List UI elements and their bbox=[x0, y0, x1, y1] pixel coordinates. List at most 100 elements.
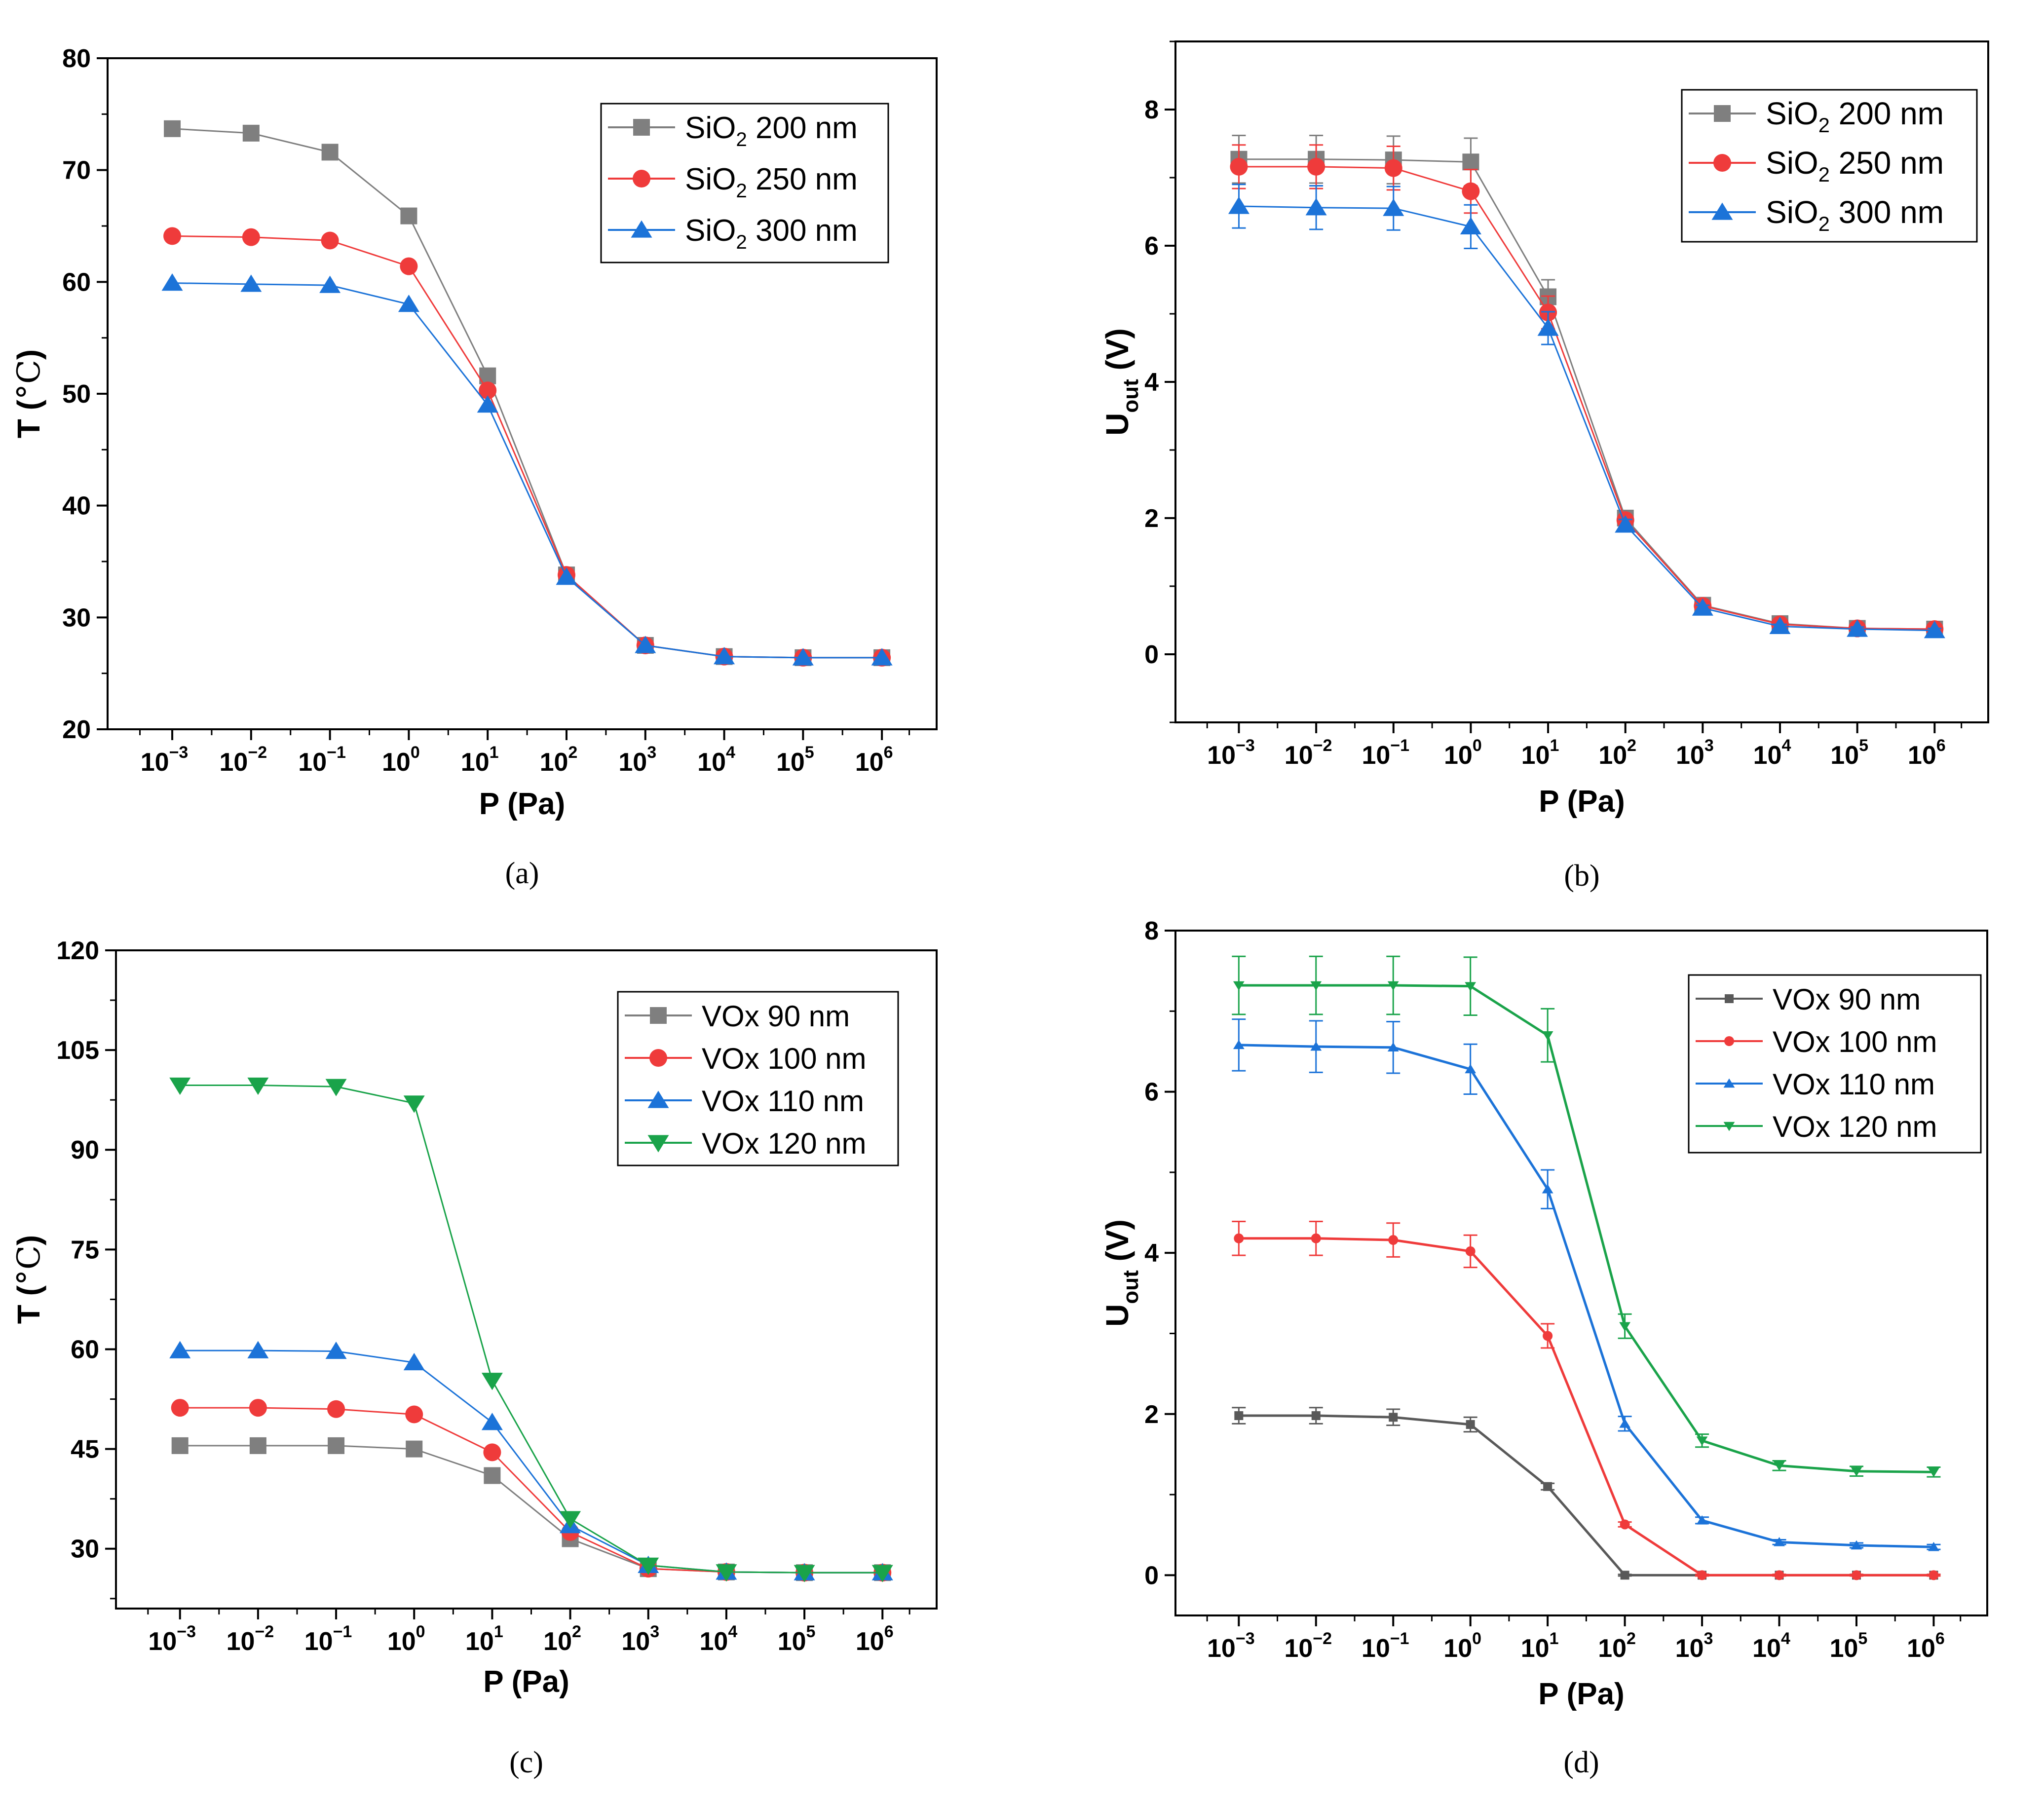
series-line-2 bbox=[1239, 205, 1935, 632]
legend-label: VOx 90 nm bbox=[1773, 983, 1921, 1016]
x-tick-label: 10−1 bbox=[1362, 736, 1409, 770]
y-tick-label: 4 bbox=[1144, 368, 1159, 397]
series-3 bbox=[1232, 955, 1941, 1478]
x-axis-label: P (Pa) bbox=[1539, 785, 1625, 819]
chart-a-svg: 20 30 40 50 60 70 80 10−3 10−2 10−1 100 101 102 103 10… bbox=[11, 44, 938, 890]
legend-marker bbox=[1714, 105, 1731, 122]
x-tick-label: 106 bbox=[1907, 1629, 1945, 1663]
legend-label: VOx 120 nm bbox=[1773, 1110, 1937, 1143]
data-point bbox=[638, 1557, 659, 1575]
series-line-3 bbox=[180, 1085, 883, 1574]
y-tick-label: 60 bbox=[71, 1335, 99, 1364]
legend-label: SiO2 250 nm bbox=[1766, 145, 1944, 186]
data-point bbox=[1307, 157, 1325, 176]
data-point bbox=[792, 648, 814, 666]
x-tick-label: 103 bbox=[1675, 1629, 1713, 1663]
x-tick-label: 105 bbox=[778, 1622, 816, 1656]
legend-label: VOx 110 nm bbox=[702, 1085, 864, 1118]
series-line-2 bbox=[180, 1350, 883, 1574]
x-tick-label: 102 bbox=[540, 743, 578, 777]
figure-caption: (a) bbox=[505, 857, 539, 890]
data-point bbox=[635, 636, 656, 653]
data-point bbox=[247, 1341, 269, 1358]
y-tick-label: 80 bbox=[62, 44, 91, 73]
legend-marker bbox=[1725, 994, 1734, 1003]
legend-item: SiO2 250 nm bbox=[1689, 145, 1944, 186]
data-point bbox=[249, 1399, 267, 1417]
legend-item: SiO2 300 nm bbox=[1689, 194, 1944, 235]
legend-item: VOx 120 nm bbox=[1696, 1110, 1937, 1143]
series-line-2 bbox=[1239, 1044, 1934, 1548]
data-point bbox=[1465, 982, 1476, 992]
x-tick-label: 10−1 bbox=[298, 743, 346, 777]
legend-item: VOx 90 nm bbox=[625, 1000, 850, 1033]
y-tick-label: 6 bbox=[1144, 232, 1159, 261]
data-point bbox=[481, 1373, 503, 1390]
data-point bbox=[1774, 1570, 1784, 1580]
series-line-0 bbox=[1239, 1414, 1934, 1576]
data-point bbox=[163, 227, 182, 245]
y-tick-label: 4 bbox=[1144, 1239, 1159, 1268]
data-point bbox=[714, 647, 735, 665]
chart-d-svg: 0 2 4 6 8 10−3 10−2 10−1 100 101 102 103 104 105 106 P … bbox=[1099, 917, 1988, 1779]
data-point bbox=[1310, 981, 1322, 991]
series-line-1 bbox=[1239, 166, 1935, 630]
y-tick-label: 8 bbox=[1144, 917, 1159, 945]
data-point bbox=[484, 1467, 501, 1484]
data-point bbox=[1774, 1461, 1785, 1471]
x-tick-label: 10−2 bbox=[227, 1622, 274, 1656]
legend-box bbox=[1688, 974, 1982, 1154]
data-point bbox=[325, 1079, 347, 1096]
data-point bbox=[716, 1564, 737, 1582]
x-tick-label: 104 bbox=[697, 743, 735, 777]
data-point bbox=[1851, 1467, 1862, 1477]
data-point bbox=[1460, 217, 1481, 234]
data-point bbox=[477, 395, 498, 413]
x-tick-label: 100 bbox=[1444, 736, 1482, 770]
data-point bbox=[403, 1352, 425, 1371]
data-point bbox=[240, 274, 262, 292]
legend-item: VOx 100 nm bbox=[625, 1042, 867, 1075]
legend-item: VOx 110 nm bbox=[625, 1085, 864, 1118]
data-point bbox=[1465, 1246, 1476, 1256]
y-tick-label: 60 bbox=[62, 268, 91, 297]
data-point bbox=[1384, 159, 1402, 177]
data-point bbox=[871, 648, 893, 666]
chart-panel-c: 30 45 60 75 90 105 120 10−3 10−2 10−1 100 101 102 103… bbox=[0, 900, 1022, 1800]
legend-item: VOx 90 nm bbox=[1696, 983, 1921, 1016]
data-point bbox=[1929, 1570, 1939, 1580]
data-point bbox=[1462, 182, 1480, 200]
series-line-1 bbox=[180, 1407, 883, 1574]
y-axis-label: Uout (V) bbox=[1099, 328, 1143, 436]
x-tick-label: 10−3 bbox=[1207, 1629, 1255, 1663]
data-point bbox=[481, 1413, 503, 1430]
legend-label: VOx 100 nm bbox=[702, 1042, 867, 1075]
legend-marker bbox=[631, 220, 652, 238]
data-point bbox=[1543, 1331, 1553, 1341]
legend: VOx 90 nm VOx 100 nm VOx 110 nm VOx 120 nm bbox=[617, 991, 899, 1166]
data-point bbox=[249, 1437, 266, 1454]
data-point bbox=[1233, 1040, 1245, 1050]
data-point bbox=[794, 1565, 815, 1582]
y-tick-label: 20 bbox=[62, 715, 91, 744]
data-point bbox=[1615, 515, 1636, 533]
x-tick-label: 10−3 bbox=[141, 743, 189, 777]
series-1 bbox=[163, 227, 891, 667]
data-point bbox=[556, 567, 577, 585]
figure-caption: (d) bbox=[1563, 1746, 1599, 1779]
series-2 bbox=[1232, 1018, 1941, 1551]
legend-label: SiO2 200 nm bbox=[685, 111, 858, 150]
data-point bbox=[400, 207, 417, 225]
x-axis-label: P (Pa) bbox=[483, 1665, 569, 1699]
series-1 bbox=[171, 1399, 892, 1582]
x-tick-label: 104 bbox=[1753, 736, 1791, 770]
data-point bbox=[327, 1400, 345, 1418]
legend-label: SiO2 200 nm bbox=[1766, 96, 1944, 137]
data-point bbox=[1234, 1411, 1244, 1421]
legend-label: VOx 90 nm bbox=[702, 1000, 850, 1033]
y-axis-label: T (°C) bbox=[11, 1235, 47, 1324]
legend-marker bbox=[649, 1049, 667, 1067]
x-tick-label: 106 bbox=[1908, 736, 1946, 770]
x-tick-label: 105 bbox=[1830, 1629, 1868, 1663]
data-point bbox=[1774, 1537, 1785, 1546]
